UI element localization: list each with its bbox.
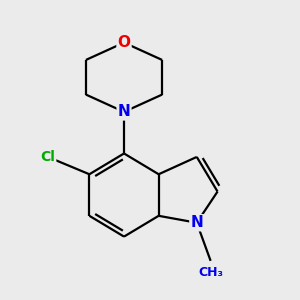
Text: N: N <box>118 104 130 119</box>
Text: N: N <box>190 215 203 230</box>
Text: O: O <box>118 35 130 50</box>
Text: Cl: Cl <box>40 150 55 164</box>
Text: CH₃: CH₃ <box>198 266 223 279</box>
